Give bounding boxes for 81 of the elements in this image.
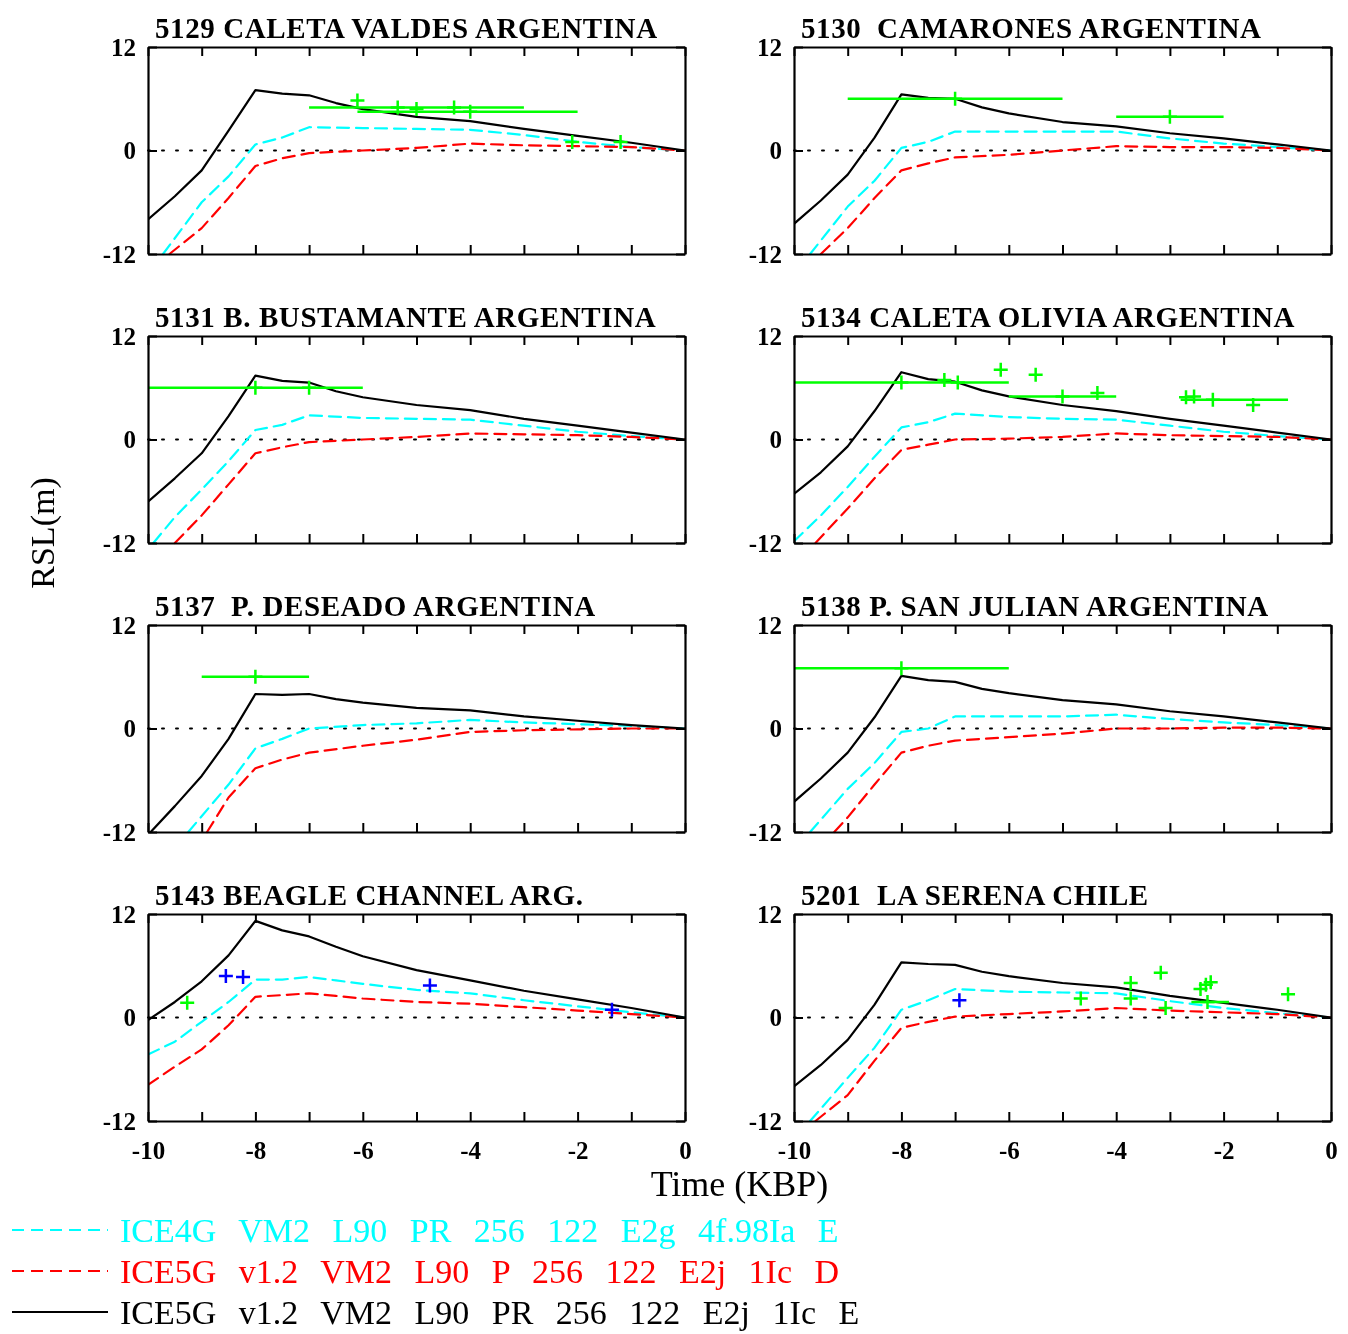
y-tick-label: -12 (102, 240, 136, 268)
x-tick-label: -6 (352, 1136, 374, 1164)
x-tick-label: 0 (679, 1136, 692, 1164)
y-tick-label: 0 (769, 715, 782, 742)
point (563, 133, 581, 151)
point (408, 100, 425, 118)
point (1202, 973, 1219, 991)
x-tick-label: -8 (245, 1136, 267, 1164)
chart-title: 5143 BEAGLE CHANNEL ARG. (155, 879, 584, 911)
chart-title: 5201 LA SERENA CHILE (801, 879, 1149, 911)
y-tick-label: 12 (111, 900, 136, 928)
y-tick-label: -12 (748, 818, 782, 846)
x-tick-label: -2 (567, 1136, 589, 1164)
x-tick-label: -6 (998, 1136, 1020, 1164)
y-tick-label: 0 (769, 137, 782, 164)
point (1122, 990, 1139, 1007)
point (1157, 999, 1174, 1017)
y-tick-label: 12 (111, 611, 136, 639)
x-tick-label: -4 (1106, 1136, 1128, 1164)
point (1279, 985, 1297, 1003)
point (603, 1001, 621, 1018)
chart-title: 5129 CALETA VALDES ARGENTINA (155, 12, 658, 44)
point (1244, 396, 1262, 414)
chart-title: 5138 P. SAN JULIAN ARGENTINA (801, 590, 1269, 622)
y-tick-label: 0 (123, 426, 136, 453)
y-tick-label: 12 (757, 611, 782, 639)
point (1122, 974, 1139, 992)
chart-title: 5130 CAMARONES ARGENTINA (801, 12, 1262, 44)
point (421, 977, 439, 994)
point (461, 103, 479, 120)
y-tick-label: 0 (123, 137, 136, 164)
y-tick-label: 0 (123, 715, 136, 742)
point (949, 374, 967, 391)
y-axis-title: RSL(m) (24, 477, 62, 589)
y-tick-label: 0 (769, 1004, 782, 1031)
x-tick-label: -2 (1213, 1136, 1235, 1164)
point (1197, 976, 1215, 993)
y-tick-label: -12 (102, 818, 136, 846)
point (992, 361, 1009, 378)
point (936, 371, 953, 389)
point (1054, 388, 1071, 405)
point (217, 967, 235, 985)
point (178, 994, 196, 1012)
y-tick-label: 12 (757, 33, 782, 61)
y-tick-label: 12 (757, 900, 782, 928)
x-axis-title: Time (KBP) (650, 1164, 829, 1204)
y-tick-label: 12 (111, 322, 136, 350)
legend-label: ICE4G VM2 L90 PR 256 122 E2g 4f.98Ia E (120, 1212, 839, 1249)
point (234, 968, 252, 986)
x-tick-label: -4 (460, 1136, 482, 1164)
point (893, 374, 910, 391)
point (1089, 384, 1106, 402)
point (1072, 990, 1090, 1007)
point (1199, 993, 1216, 1011)
y-tick-label: 12 (757, 322, 782, 350)
point (1152, 964, 1170, 981)
legend-label: ICE5G v1.2 VM2 L90 P 256 122 E2j 1Ic D (120, 1253, 840, 1290)
y-tick-label: -12 (748, 1107, 782, 1135)
point (951, 992, 968, 1009)
point (612, 133, 629, 151)
y-tick-label: -12 (748, 240, 782, 268)
y-tick-label: 12 (111, 33, 136, 61)
point (1027, 366, 1044, 384)
x-tick-label: -8 (891, 1136, 913, 1164)
chart-title: 5134 CALETA OLIVIA ARGENTINA (801, 301, 1296, 333)
y-tick-label: 0 (123, 1004, 136, 1031)
point (1204, 391, 1222, 409)
chart-title: 5137 P. DESEADO ARGENTINA (155, 590, 596, 622)
y-tick-label: -12 (102, 1107, 136, 1135)
point (445, 99, 463, 116)
x-tick-label: 0 (1325, 1136, 1338, 1164)
point (1185, 388, 1203, 405)
chart-title: 5131 B. BUSTAMANTE ARGENTINA (155, 301, 657, 333)
legend-label: ICE5G v1.2 VM2 L90 PR 256 122 E2j 1Ic E (120, 1294, 860, 1331)
y-tick-label: 0 (769, 426, 782, 453)
x-tick-label: -10 (131, 1136, 166, 1164)
y-tick-label: -12 (102, 529, 136, 557)
point (389, 99, 406, 116)
x-tick-label: -10 (777, 1136, 812, 1164)
point (1192, 980, 1209, 998)
y-tick-label: -12 (748, 529, 782, 557)
